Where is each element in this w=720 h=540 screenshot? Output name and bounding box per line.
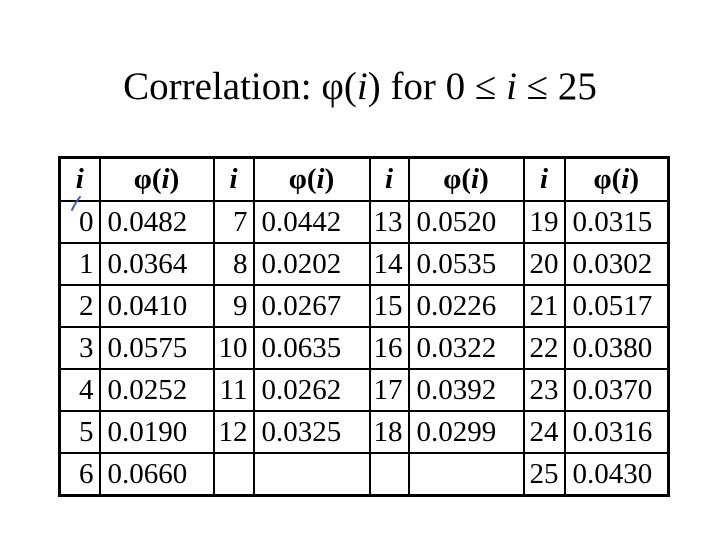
ink-mark-stroke <box>71 196 81 211</box>
phi-value-cell: 0.0316 <box>563 410 670 454</box>
phi-value-cell: 0.0262 <box>252 368 371 412</box>
i-value-cell: 5 <box>58 410 101 454</box>
i-value-cell <box>212 452 255 497</box>
header-i-label: i <box>539 163 549 195</box>
ink-mark-icon <box>71 196 81 211</box>
header-phi-label: ) <box>324 163 335 195</box>
phi-value-cell: 0.0370 <box>563 368 670 412</box>
phi-value-cell: 0.0315 <box>563 200 670 244</box>
phi-value-cell <box>252 452 371 497</box>
title-var-i: i <box>506 65 517 108</box>
header-phi-label: ) <box>629 163 639 195</box>
col-header-i: i <box>368 156 410 202</box>
header-phi-label: φ( <box>288 163 317 195</box>
phi-value-cell: 0.0226 <box>407 284 525 328</box>
col-header-i: i <box>522 156 566 202</box>
title-segment: ≤ 25 <box>516 65 597 108</box>
col-header-i: i <box>58 156 101 202</box>
i-value-cell: 3 <box>58 326 101 370</box>
header-phi-var: i <box>471 163 480 195</box>
phi-value-cell: 0.0380 <box>563 326 670 370</box>
header-phi-var: i <box>621 163 630 195</box>
col-header-phi: φ(i) <box>98 156 215 202</box>
col-header-i: i <box>212 156 255 202</box>
i-value-cell: 4 <box>58 368 101 412</box>
i-value-cell: 12 <box>212 410 255 454</box>
i-value-cell: 9 <box>212 284 255 328</box>
header-phi-label: ) <box>479 163 489 195</box>
header-phi-label: φ( <box>593 163 622 195</box>
phi-value-cell: 0.0660 <box>98 452 215 497</box>
phi-value-cell: 0.0202 <box>252 242 371 286</box>
header-phi-label: φ( <box>133 163 162 195</box>
i-value-cell: 10 <box>212 326 255 370</box>
phi-value-cell: 0.0267 <box>252 284 371 328</box>
title-var-i: i <box>356 65 368 108</box>
i-value-cell: 13 <box>368 200 410 244</box>
phi-value-cell: 0.0482 <box>98 200 215 244</box>
i-value-cell: 25 <box>522 452 566 497</box>
i-value-cell: 23 <box>522 368 566 412</box>
i-value-cell: 22 <box>522 326 566 370</box>
i-value-cell: 15 <box>368 284 410 328</box>
phi-value-cell: 0.0410 <box>98 284 215 328</box>
phi-value-cell: 0.0575 <box>98 326 215 370</box>
slide-title: Correlation: φ(i) for 0 ≤ i ≤ 25 <box>0 65 720 109</box>
table-row: 5 0.0190 12 0.0325 18 0.0299 24 0.0316 <box>58 410 670 454</box>
i-value-cell: 18 <box>368 410 410 454</box>
phi-value-cell: 0.0325 <box>252 410 371 454</box>
col-header-phi: φ(i) <box>252 156 371 202</box>
phi-value-cell: 0.0190 <box>98 410 215 454</box>
i-value-cell: 11 <box>212 368 255 412</box>
i-value-cell: 7 <box>212 200 255 244</box>
phi-value-cell: 0.0635 <box>252 326 371 370</box>
phi-value-cell: 0.0535 <box>407 242 525 286</box>
phi-value-cell: 0.0252 <box>98 368 215 412</box>
table-row: 3 0.0575 10 0.0635 16 0.0322 22 0.0380 <box>58 326 670 370</box>
header-phi-label: φ( <box>443 163 472 195</box>
header-phi-var: i <box>161 163 170 195</box>
i-value-cell: 14 <box>368 242 410 286</box>
header-i-label: i <box>229 163 238 195</box>
phi-value-cell: 0.0364 <box>98 242 215 286</box>
header-phi-var: i <box>316 163 325 195</box>
phi-value-cell: 0.0442 <box>252 200 371 244</box>
i-value-cell: 1 <box>58 242 101 286</box>
phi-value-cell: 0.0517 <box>563 284 670 328</box>
i-value-cell: 6 <box>58 452 101 497</box>
table-row: 4 0.0252 11 0.0262 17 0.0392 23 0.0370 <box>58 368 670 412</box>
phi-value-cell: 0.0322 <box>407 326 525 370</box>
header-i-label: i <box>384 163 394 195</box>
phi-value-cell: 0.0430 <box>563 452 670 497</box>
phi-value-cell: 0.0392 <box>407 368 525 412</box>
title-segment: Correlation: φ( <box>123 65 357 108</box>
header-i-label: i <box>75 163 84 195</box>
i-value-cell: 19 <box>522 200 566 244</box>
title-segment: ) for 0 ≤ <box>367 65 507 108</box>
i-value-cell <box>368 452 410 497</box>
table-row: 6 0.0660 25 0.0430 <box>58 452 670 497</box>
phi-value-cell: 0.0520 <box>407 200 525 244</box>
phi-value-cell <box>407 452 525 497</box>
table-row: 0 0.0482 7 0.0442 13 0.0520 19 0.0315 <box>58 200 670 244</box>
header-phi-label: ) <box>169 163 180 195</box>
table-row: 1 0.0364 8 0.0202 14 0.0535 20 0.0302 <box>58 242 670 286</box>
i-value-cell: 21 <box>522 284 566 328</box>
i-value-cell: 0 <box>58 200 101 244</box>
i-value-cell: 24 <box>522 410 566 454</box>
col-header-phi: φ(i) <box>563 156 670 202</box>
i-value-cell: 17 <box>368 368 410 412</box>
correlation-table: i φ(i) i φ(i) i φ(i) i φ(i) 0 0.0482 7 0… <box>58 156 670 497</box>
phi-value-cell: 0.0299 <box>407 410 525 454</box>
i-value-cell: 20 <box>522 242 566 286</box>
table-row: 2 0.0410 9 0.0267 15 0.0226 21 0.0517 <box>58 284 670 328</box>
col-header-phi: φ(i) <box>407 156 525 202</box>
phi-value-cell: 0.0302 <box>563 242 670 286</box>
i-value-cell: 8 <box>212 242 255 286</box>
i-value-cell: 2 <box>58 284 101 328</box>
i-value-cell: 16 <box>368 326 410 370</box>
table-header-row: i φ(i) i φ(i) i φ(i) i φ(i) <box>58 156 670 202</box>
